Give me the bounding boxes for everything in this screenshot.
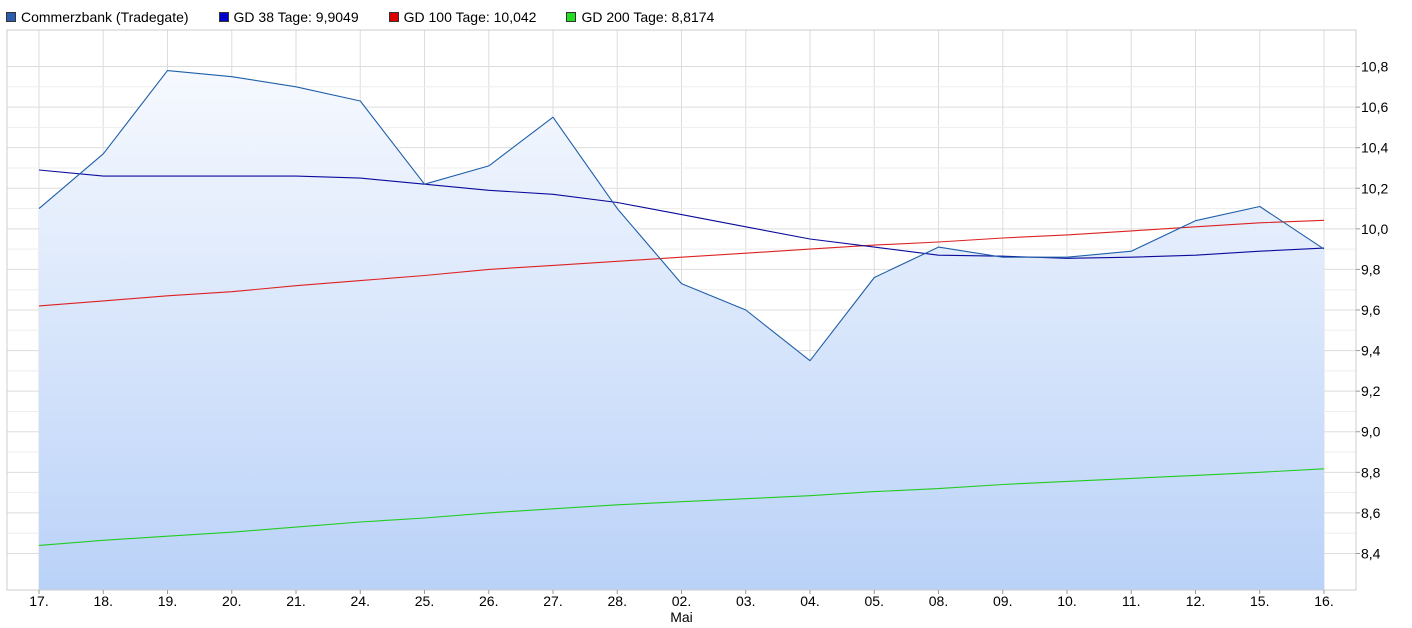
legend-item-gd100: GD 100 Tage: 10,042 <box>388 9 537 25</box>
x-tick-label: 02. <box>672 593 691 609</box>
y-tick-label: 9,0 <box>1361 424 1381 440</box>
x-tick-label: 28. <box>608 593 627 609</box>
legend-item-gd38: GD 38 Tage: 9,9049 <box>218 9 359 25</box>
x-tick-label: 11. <box>1122 593 1140 609</box>
series-line-gd200 <box>38 468 1325 546</box>
x-tick-label: 09. <box>993 593 1012 609</box>
y-tick-label: 9,2 <box>1361 383 1381 399</box>
y-tick-label: 9,4 <box>1361 343 1381 359</box>
price-area <box>39 70 1324 590</box>
x-tick-label: 20. <box>222 593 241 609</box>
x-tick-label: 21. <box>286 593 305 609</box>
y-tick-label: 10,8 <box>1361 59 1388 75</box>
x-tick-label: 19. <box>158 593 177 609</box>
legend-swatch-commerzbank <box>6 12 16 22</box>
x-tick-label: 25. <box>415 593 434 609</box>
series-lines <box>38 70 1325 546</box>
legend-swatch-gd100 <box>388 12 399 22</box>
y-tick-label: 10,2 <box>1361 180 1388 196</box>
legend-item-commerzbank: Commerzbank (Tradegate) <box>6 9 189 25</box>
y-tick-label: 10,0 <box>1361 221 1388 237</box>
series-line-commerzbank <box>38 70 1325 362</box>
y-tick-label: 9,8 <box>1361 261 1381 277</box>
x-tick-label: 16. <box>1314 593 1333 609</box>
series-line-gd100 <box>38 219 1325 307</box>
y-tick-label: 8,8 <box>1361 464 1381 480</box>
y-tick-label: 10,6 <box>1361 99 1388 115</box>
legend-label-commerzbank: Commerzbank (Tradegate) <box>21 9 189 25</box>
x-tick-label: 15. <box>1250 593 1269 609</box>
legend-label-gd38: GD 38 Tage: 9,9049 <box>233 9 359 25</box>
price-area-fill <box>39 70 1324 590</box>
legend-label-gd200: GD 200 Tage: 8,8174 <box>581 9 715 25</box>
x-tick-label: 10. <box>1057 593 1076 609</box>
legend-label-gd100: GD 100 Tage: 10,042 <box>403 9 537 25</box>
x-tick-label: 18. <box>94 593 113 609</box>
x-tick-label: 26. <box>479 593 498 609</box>
y-tick-label: 8,6 <box>1361 505 1381 521</box>
chart-legend: Commerzbank (Tradegate) GD 38 Tage: 9,90… <box>6 8 744 26</box>
y-axis: 8,4 8,6 8,8 9,0 9,2 9,4 9,6 9,8 10,0 10,2 10,4 10,6… <box>1356 59 1388 561</box>
y-tick-label: 10,4 <box>1361 140 1388 156</box>
y-tick-label: 8,4 <box>1361 545 1381 561</box>
x-tick-label: 04. <box>800 593 819 609</box>
x-tick-label: 03. <box>736 593 755 609</box>
legend-item-gd200: GD 200 Tage: 8,8174 <box>566 9 714 25</box>
x-tick-label: 24. <box>351 593 370 609</box>
x-tick-label: 17. <box>29 593 48 609</box>
y-tick-label: 9,6 <box>1361 302 1381 318</box>
legend-swatch-gd200 <box>566 12 577 22</box>
x-axis: 17. 18. 19. 20. 21. 24. 25. 26. 27. 28. 02. 03. 04. 0… <box>29 590 1334 625</box>
x-month-label: Mai <box>670 609 693 625</box>
legend-swatch-gd38 <box>218 12 229 22</box>
x-tick-label: 05. <box>865 593 884 609</box>
series-line-gd38 <box>38 169 1325 259</box>
x-tick-label: 12. <box>1186 593 1205 609</box>
x-tick-label: 08. <box>929 593 948 609</box>
x-tick-label: 27. <box>543 593 562 609</box>
